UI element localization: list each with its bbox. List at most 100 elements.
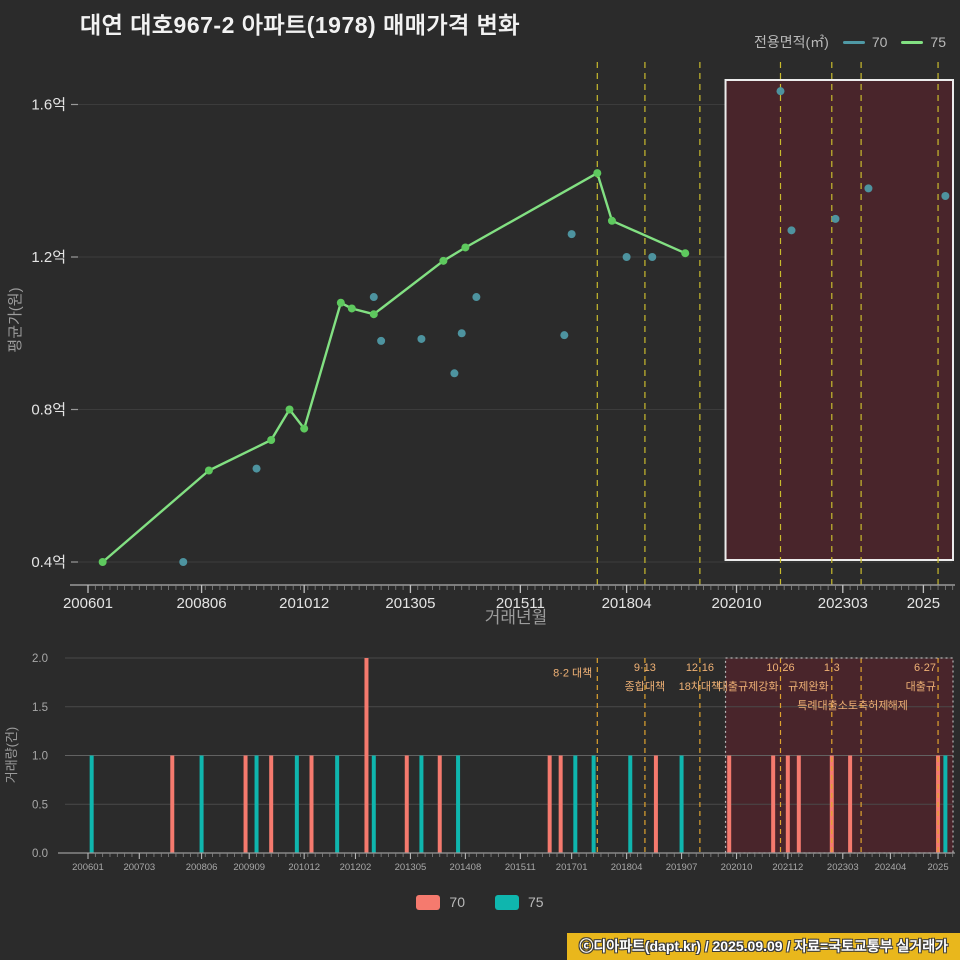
volume-bar-75[interactable] bbox=[294, 755, 299, 854]
data-point-75[interactable] bbox=[369, 310, 378, 319]
legend-bottom-item-75[interactable]: 75 bbox=[495, 894, 544, 910]
data-point-75[interactable] bbox=[336, 298, 345, 307]
volume-chart: 8·2 대책 9·13 종합대책 12·16 18차대책 10·26 대출규제강화 규제완화 1… bbox=[4, 653, 955, 873]
volume-bar-70[interactable] bbox=[437, 755, 442, 854]
x-tick-label: 201511 bbox=[496, 595, 545, 612]
data-point-70[interactable] bbox=[864, 184, 873, 193]
volume-bar-75[interactable] bbox=[591, 755, 596, 854]
volume-bar-75[interactable] bbox=[89, 755, 94, 854]
x-tick-label: 201804 bbox=[602, 595, 652, 612]
data-point-75[interactable] bbox=[439, 256, 448, 265]
volume-bar-70[interactable] bbox=[364, 658, 369, 853]
volume-bar-70[interactable] bbox=[404, 755, 409, 854]
volume-bar-70[interactable] bbox=[727, 755, 732, 854]
data-point-70[interactable] bbox=[560, 331, 569, 340]
data-point-75[interactable] bbox=[593, 169, 602, 178]
data-point-70[interactable] bbox=[648, 253, 657, 261]
volume-bar-75[interactable] bbox=[335, 755, 340, 854]
data-point-75[interactable] bbox=[681, 249, 690, 258]
page-title: 대연 대호967-2 아파트(1978) 매매가격 변화 bbox=[80, 12, 520, 38]
volume-bar-70[interactable] bbox=[848, 755, 853, 854]
volume-bar-75[interactable] bbox=[199, 755, 204, 854]
legend-top: 전용면적(㎡) 70 75 bbox=[754, 32, 946, 52]
data-point-70[interactable] bbox=[787, 226, 796, 235]
volume-bar-70[interactable] bbox=[653, 755, 658, 854]
data-point-75[interactable] bbox=[461, 243, 470, 252]
data-point-75[interactable] bbox=[98, 558, 107, 566]
volume-bar-70[interactable] bbox=[170, 755, 175, 854]
data-point-75[interactable] bbox=[204, 466, 213, 475]
volume-bar-75[interactable] bbox=[679, 755, 684, 854]
bar-swatch-75-icon bbox=[495, 894, 519, 910]
y-axis-title: 평균가(원) bbox=[7, 287, 24, 352]
volume-bar-75[interactable] bbox=[943, 755, 948, 854]
bar-swatch-70-icon bbox=[416, 894, 441, 910]
data-point-70[interactable] bbox=[567, 230, 576, 239]
legend-item-70[interactable]: 70 bbox=[842, 34, 888, 50]
policy-annotation: 10·26 bbox=[766, 662, 794, 674]
data-point-70[interactable] bbox=[831, 214, 840, 223]
data-point-75[interactable] bbox=[267, 436, 276, 444]
data-point-70[interactable] bbox=[179, 558, 188, 566]
volume-bar-75[interactable] bbox=[254, 755, 259, 854]
policy-annotation: 1·3 bbox=[824, 662, 840, 674]
volume-bar-75[interactable] bbox=[456, 755, 461, 854]
legend-item-75[interactable]: 75 bbox=[901, 34, 946, 50]
data-point-70[interactable] bbox=[622, 253, 631, 261]
policy-annotation: 18차대책 bbox=[679, 680, 722, 693]
policy-annotation: 12·16 bbox=[686, 662, 714, 674]
y-tick-label: 1.5 bbox=[32, 702, 48, 714]
data-point-75[interactable] bbox=[285, 405, 294, 414]
data-point-70[interactable] bbox=[472, 293, 481, 302]
x-tick-label: 200703 bbox=[123, 862, 155, 873]
x-tick-label: 2025 bbox=[927, 862, 948, 873]
volume-bar-75[interactable] bbox=[573, 755, 578, 854]
highlight-region bbox=[724, 79, 955, 561]
x-tick-label: 200806 bbox=[177, 595, 227, 612]
x-tick-label: 200909 bbox=[233, 862, 265, 873]
legend-bottom-item-70[interactable]: 70 bbox=[416, 894, 465, 910]
data-point-70[interactable] bbox=[450, 369, 459, 378]
volume-bar-70[interactable] bbox=[309, 755, 314, 854]
policy-annotation: 종합대책 bbox=[625, 680, 665, 693]
data-point-70[interactable] bbox=[941, 192, 950, 200]
volume-bar-70[interactable] bbox=[269, 755, 274, 854]
policy-annotation: 9·13 bbox=[634, 662, 656, 674]
x-tick-label: 2025 bbox=[907, 595, 940, 612]
volume-bar-75[interactable] bbox=[628, 755, 633, 854]
x-tick-label: 201202 bbox=[340, 862, 372, 873]
x-tick-label: 201012 bbox=[279, 595, 329, 612]
volume-bar-70[interactable] bbox=[558, 755, 563, 854]
legend-bottom-75-label: 75 bbox=[528, 894, 544, 910]
volume-bar-70[interactable] bbox=[243, 755, 248, 854]
policy-annotation: 규제완화 bbox=[788, 680, 828, 693]
volume-bar-75[interactable] bbox=[419, 755, 424, 854]
attribution-bar: ⓒ디아파트(dapt.kr) / 2025.09.09 / 자료=국토교통부 실… bbox=[567, 933, 960, 960]
volume-bar-70[interactable] bbox=[771, 755, 776, 854]
volume-bar-75[interactable] bbox=[371, 755, 376, 854]
legend-item-70-label: 70 bbox=[871, 34, 888, 50]
y-tick-label: 2.0 bbox=[32, 653, 48, 665]
data-point-70[interactable] bbox=[377, 336, 386, 345]
data-point-75[interactable] bbox=[300, 424, 309, 433]
x-tick-label: 201305 bbox=[395, 862, 427, 873]
y-tick-label: 0.4억 bbox=[31, 554, 66, 571]
legend-top-title: 전용면적(㎡) bbox=[753, 34, 829, 50]
policy-annotation: 해제 bbox=[888, 698, 908, 712]
data-point-70[interactable] bbox=[776, 87, 785, 96]
data-point-70[interactable] bbox=[369, 293, 378, 302]
price-chart: 200601 200806 201012 201305 201511 201804 2020… bbox=[7, 62, 955, 627]
volume-bar-70[interactable] bbox=[785, 755, 790, 854]
data-point-70[interactable] bbox=[252, 464, 261, 473]
data-point-75[interactable] bbox=[607, 216, 616, 225]
volume-bar-70[interactable] bbox=[547, 755, 552, 854]
y-tick-label: 1.2억 bbox=[31, 249, 66, 266]
data-point-70[interactable] bbox=[457, 329, 466, 338]
volume-bar-70[interactable] bbox=[796, 755, 801, 854]
x-tick-label: 201305 bbox=[385, 595, 435, 612]
data-point-75[interactable] bbox=[347, 304, 356, 313]
data-point-70[interactable] bbox=[417, 334, 426, 343]
line-swatch-70-icon bbox=[842, 40, 865, 44]
policy-annotation: 6·27 bbox=[914, 662, 936, 674]
x-tick-label: 202010 bbox=[711, 595, 761, 612]
